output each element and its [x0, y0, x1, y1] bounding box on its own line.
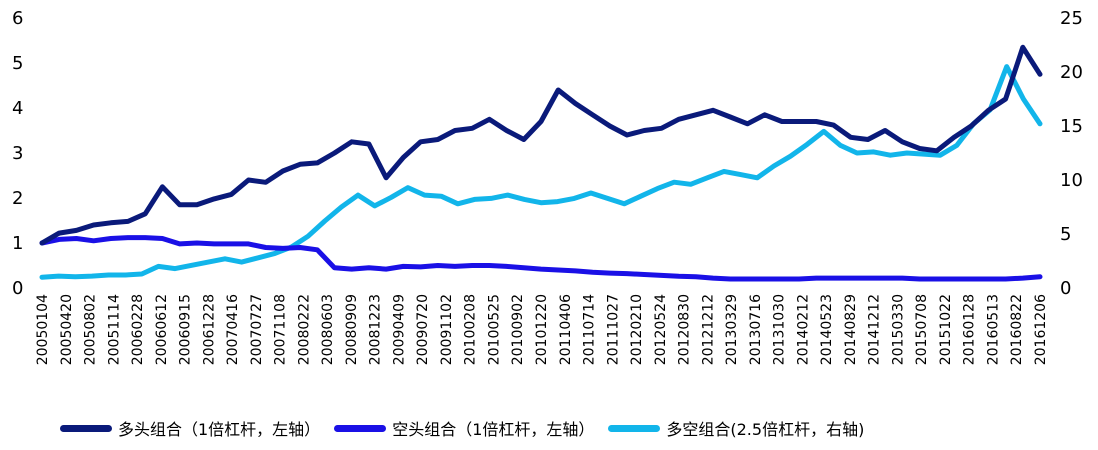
x-axis-tick-label: 20111027	[605, 294, 621, 365]
x-axis-tick-label: 20091102	[439, 294, 455, 365]
right-axis-tick-label: 15	[1060, 116, 1083, 137]
x-axis-tick-label: 20121212	[700, 294, 716, 365]
left-axis-tick-label: 5	[12, 53, 23, 74]
x-axis-tick-label: 20150708	[914, 294, 930, 365]
legend-item-short: 空头组合（1倍杠杆，左轴）	[334, 416, 594, 440]
x-axis-tick-label: 20101220	[534, 294, 550, 365]
x-axis-tick-label: 20080603	[320, 294, 336, 365]
right-axis-tick-label: 25	[1060, 8, 1083, 29]
series-line-0	[39, 44, 1043, 246]
x-axis-tick-label: 20141212	[867, 294, 883, 365]
x-axis-tick-label: 20070416	[225, 294, 241, 365]
x-axis-tick-label: 20160513	[985, 294, 1001, 365]
x-axis-tick-label: 20050104	[35, 294, 51, 365]
right-axis-ticks: 0 5 10 15 20 25	[1060, 8, 1083, 299]
right-axis-tick-label: 0	[1060, 278, 1071, 299]
legend: 多头组合（1倍杠杆，左轴） 空头组合（1倍杠杆，左轴） 多空组合(2.5倍杠杆，…	[60, 416, 864, 440]
x-axis-tick-label: 20160128	[962, 294, 978, 365]
x-axis-tick-label: 20050420	[59, 294, 75, 365]
legend-item-longshort: 多空组合(2.5倍杠杆，右轴)	[608, 416, 864, 440]
x-axis-tick-label: 20110406	[558, 294, 574, 365]
left-axis-tick-label: 3	[12, 143, 23, 164]
x-axis-tick-label: 20080909	[344, 294, 360, 365]
x-axis-tick-label: 20051114	[106, 294, 122, 365]
legend-swatch-longshort	[608, 424, 661, 432]
x-axis-tick-label: 20090720	[415, 294, 431, 365]
x-axis-tick-label: 20060915	[178, 294, 194, 365]
x-axis-tick-label: 20140523	[819, 294, 835, 365]
left-axis-tick-label: 0	[12, 278, 23, 299]
series-line-2	[39, 64, 1043, 280]
x-axis-tick-label: 20130329	[724, 294, 740, 365]
left-axis-tick-label: 4	[12, 98, 23, 119]
x-axis-tick-label: 20090409	[391, 294, 407, 365]
right-axis-tick-label: 20	[1060, 62, 1083, 83]
x-axis-tick-label: 20080222	[296, 294, 312, 365]
x-axis-tick-label: 20160822	[1009, 294, 1025, 365]
x-axis-tick-label: 20161206	[1033, 294, 1049, 365]
x-axis-tick-label: 20120524	[653, 294, 669, 365]
x-axis-tick-label: 20140829	[843, 294, 859, 365]
legend-label-short: 空头组合（1倍杠杆，左轴）	[392, 420, 595, 439]
x-axis-tick-label: 20130716	[748, 294, 764, 365]
x-axis-ticks: 20050104 20050420 20050802 20051114 20060228…	[35, 294, 1049, 365]
x-axis-tick-label: 20100902	[510, 294, 526, 365]
legend-swatch-long	[60, 424, 112, 432]
x-axis-tick-label: 20100525	[486, 294, 502, 365]
left-axis-tick-label: 6	[12, 8, 23, 29]
left-axis-ticks: 0 1 2 3 4 5 6	[12, 8, 23, 299]
x-axis-tick-label: 20070727	[249, 294, 265, 365]
x-axis-tick-label: 20120830	[677, 294, 693, 365]
x-axis-tick-label: 20131030	[772, 294, 788, 365]
x-axis-tick-label: 20081223	[368, 294, 384, 365]
x-axis-tick-label: 20060612	[154, 294, 170, 365]
legend-swatch-short	[334, 424, 387, 432]
x-axis-tick-label: 20150330	[890, 294, 906, 365]
x-axis-tick-label: 20100208	[463, 294, 479, 365]
left-axis-tick-label: 2	[12, 188, 23, 209]
x-axis-tick-label: 20050802	[83, 294, 99, 365]
left-axis-tick-label: 1	[12, 233, 23, 254]
right-axis-tick-label: 10	[1060, 170, 1083, 191]
legend-item-long: 多头组合（1倍杠杆，左轴）	[60, 416, 320, 440]
x-axis-tick-label: 20140212	[795, 294, 811, 365]
x-axis-tick-label: 20060228	[130, 294, 146, 365]
x-axis-tick-label: 20151022	[938, 294, 954, 365]
series-line-1	[39, 235, 1043, 282]
right-axis-tick-label: 5	[1060, 224, 1071, 245]
x-axis-tick-label: 20110714	[582, 294, 598, 365]
x-axis-tick-label: 20120210	[629, 294, 645, 365]
legend-label-longshort: 多空组合(2.5倍杠杆，右轴)	[666, 420, 865, 439]
x-axis-tick-label: 20061228	[201, 294, 217, 365]
x-axis-tick-label: 20071108	[273, 294, 289, 365]
series-layer	[39, 44, 1043, 282]
legend-label-long: 多头组合（1倍杠杆，左轴）	[118, 420, 321, 439]
